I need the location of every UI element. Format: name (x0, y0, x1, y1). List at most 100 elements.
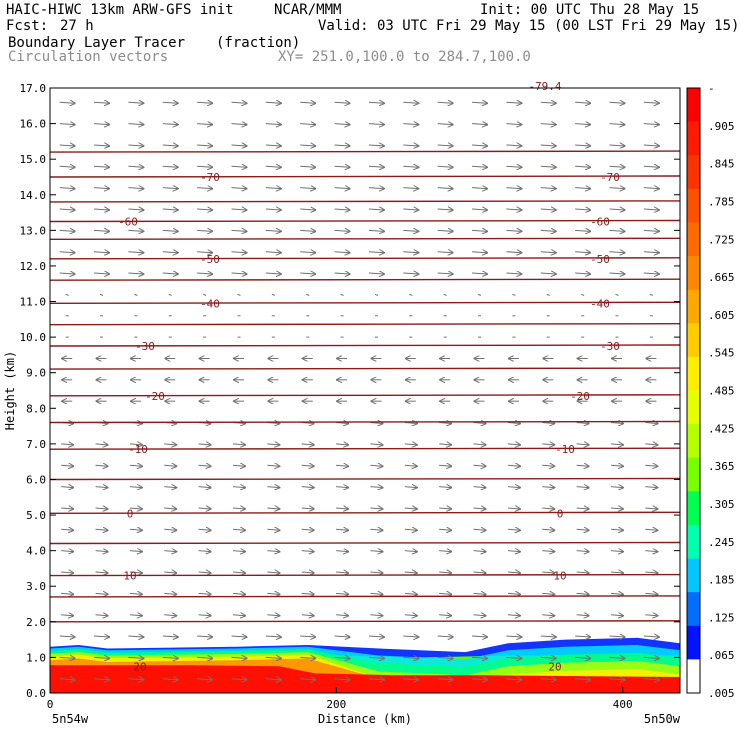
vector-arrow (542, 465, 554, 466)
vector-arrow (643, 188, 659, 189)
vector-arrow (575, 657, 590, 658)
vector-arrow (580, 293, 585, 296)
vector-arrow (59, 145, 75, 146)
vector-arrow (643, 679, 659, 680)
vector-arrow (129, 572, 142, 573)
vector-arrow (472, 124, 487, 125)
vector-arrow (336, 487, 348, 488)
contour-label: -10 (128, 443, 148, 456)
vector-arrow (231, 252, 247, 253)
vector-arrow (265, 166, 281, 167)
vector-arrow (300, 166, 315, 167)
vector-arrow (231, 166, 247, 167)
vector-arrow (370, 487, 382, 488)
vector-arrow (575, 166, 590, 167)
vector-arrow (472, 230, 487, 231)
vector-arrow (507, 465, 520, 466)
vector-arrow (300, 145, 315, 146)
contour-line (49, 420, 681, 424)
vector-label: Circulation vectors (8, 49, 169, 65)
y-tick-label: 0.0 (26, 687, 46, 700)
vector-arrow (301, 508, 314, 509)
vector-arrow (472, 636, 487, 637)
vector-arrow (94, 273, 109, 274)
vector-arrow (65, 293, 69, 296)
vector-arrow (232, 615, 245, 616)
vector-arrow (404, 465, 417, 466)
vector-arrow (575, 102, 590, 103)
fcst-value: 27 h (60, 18, 94, 34)
colorbar-label: .665 (708, 271, 735, 284)
tracer-core (50, 665, 680, 693)
vector-arrow (168, 293, 172, 296)
vector-arrow (197, 636, 212, 637)
vector-arrow (59, 124, 75, 125)
vector-arrow (94, 145, 109, 146)
vector-arrow (403, 230, 418, 231)
contour-line (49, 394, 681, 397)
colorbar-label: .545 (708, 347, 735, 360)
vector-arrow (300, 102, 315, 103)
vector-arrow (232, 508, 245, 509)
contour-label: -70 (200, 171, 220, 184)
vector-arrow (368, 166, 384, 167)
vector-arrow (334, 209, 350, 210)
x-end-label-right: 5n50w (644, 712, 681, 726)
vector-arrow (198, 529, 211, 530)
vector-arrow (61, 593, 73, 594)
vector-arrow (506, 145, 521, 146)
vector-arrow (265, 102, 281, 103)
y-tick-label: 14.0 (20, 189, 47, 202)
y-axis-label: Height (km) (3, 351, 17, 430)
vector-arrow (403, 145, 418, 146)
vector-arrow (162, 166, 178, 167)
y-tick-label: 1.0 (26, 651, 46, 664)
vector-arrow (61, 551, 73, 552)
vector-arrow (61, 508, 73, 509)
vector-arrow (128, 166, 143, 167)
y-tick-label: 17.0 (20, 82, 47, 95)
vector-arrow (540, 679, 556, 680)
vector-arrow (439, 529, 451, 530)
colorbar-swatch (687, 155, 700, 190)
vector-arrow (610, 572, 623, 573)
y-tick-label: 15.0 (20, 153, 47, 166)
model-title: HAIC-HIWC 13km ARW-GFS init (6, 2, 234, 18)
y-tick-label: 3.0 (26, 580, 46, 593)
vector-arrow (300, 679, 315, 680)
vector-arrow (301, 551, 314, 552)
vector-arrow (164, 572, 176, 573)
vector-arrow (506, 657, 521, 658)
vector-arrow (129, 487, 142, 488)
vector-arrow (134, 293, 138, 296)
contour-label: -50 (590, 253, 610, 266)
contour-line (49, 257, 681, 260)
vector-arrow (99, 293, 104, 296)
vector-arrow (576, 551, 589, 552)
vector-arrow (576, 572, 589, 573)
vector-arrow (576, 529, 589, 530)
vector-arrow (542, 529, 554, 530)
colorbar-swatch (687, 558, 700, 593)
colorbar-swatch (687, 289, 700, 324)
vector-arrow (370, 615, 382, 616)
vector-arrow (370, 572, 382, 573)
colorbar-label: .125 (708, 611, 735, 624)
vector-arrow (403, 188, 418, 189)
colorbar-label: .245 (708, 536, 735, 549)
vector-arrow (197, 188, 212, 189)
vector-arrow (507, 529, 520, 530)
contour-line (49, 278, 681, 281)
vector-arrow (403, 657, 418, 658)
vector-arrow (368, 273, 384, 274)
vector-arrow (404, 444, 417, 445)
vector-arrow (231, 145, 247, 146)
vector-arrow (437, 209, 453, 210)
vector-arrow (472, 657, 487, 658)
vector-arrow (95, 572, 108, 573)
vector-arrow (197, 657, 212, 658)
vector-arrow (368, 145, 384, 146)
vector-arrow (576, 615, 589, 616)
vector-arrow (267, 593, 279, 594)
